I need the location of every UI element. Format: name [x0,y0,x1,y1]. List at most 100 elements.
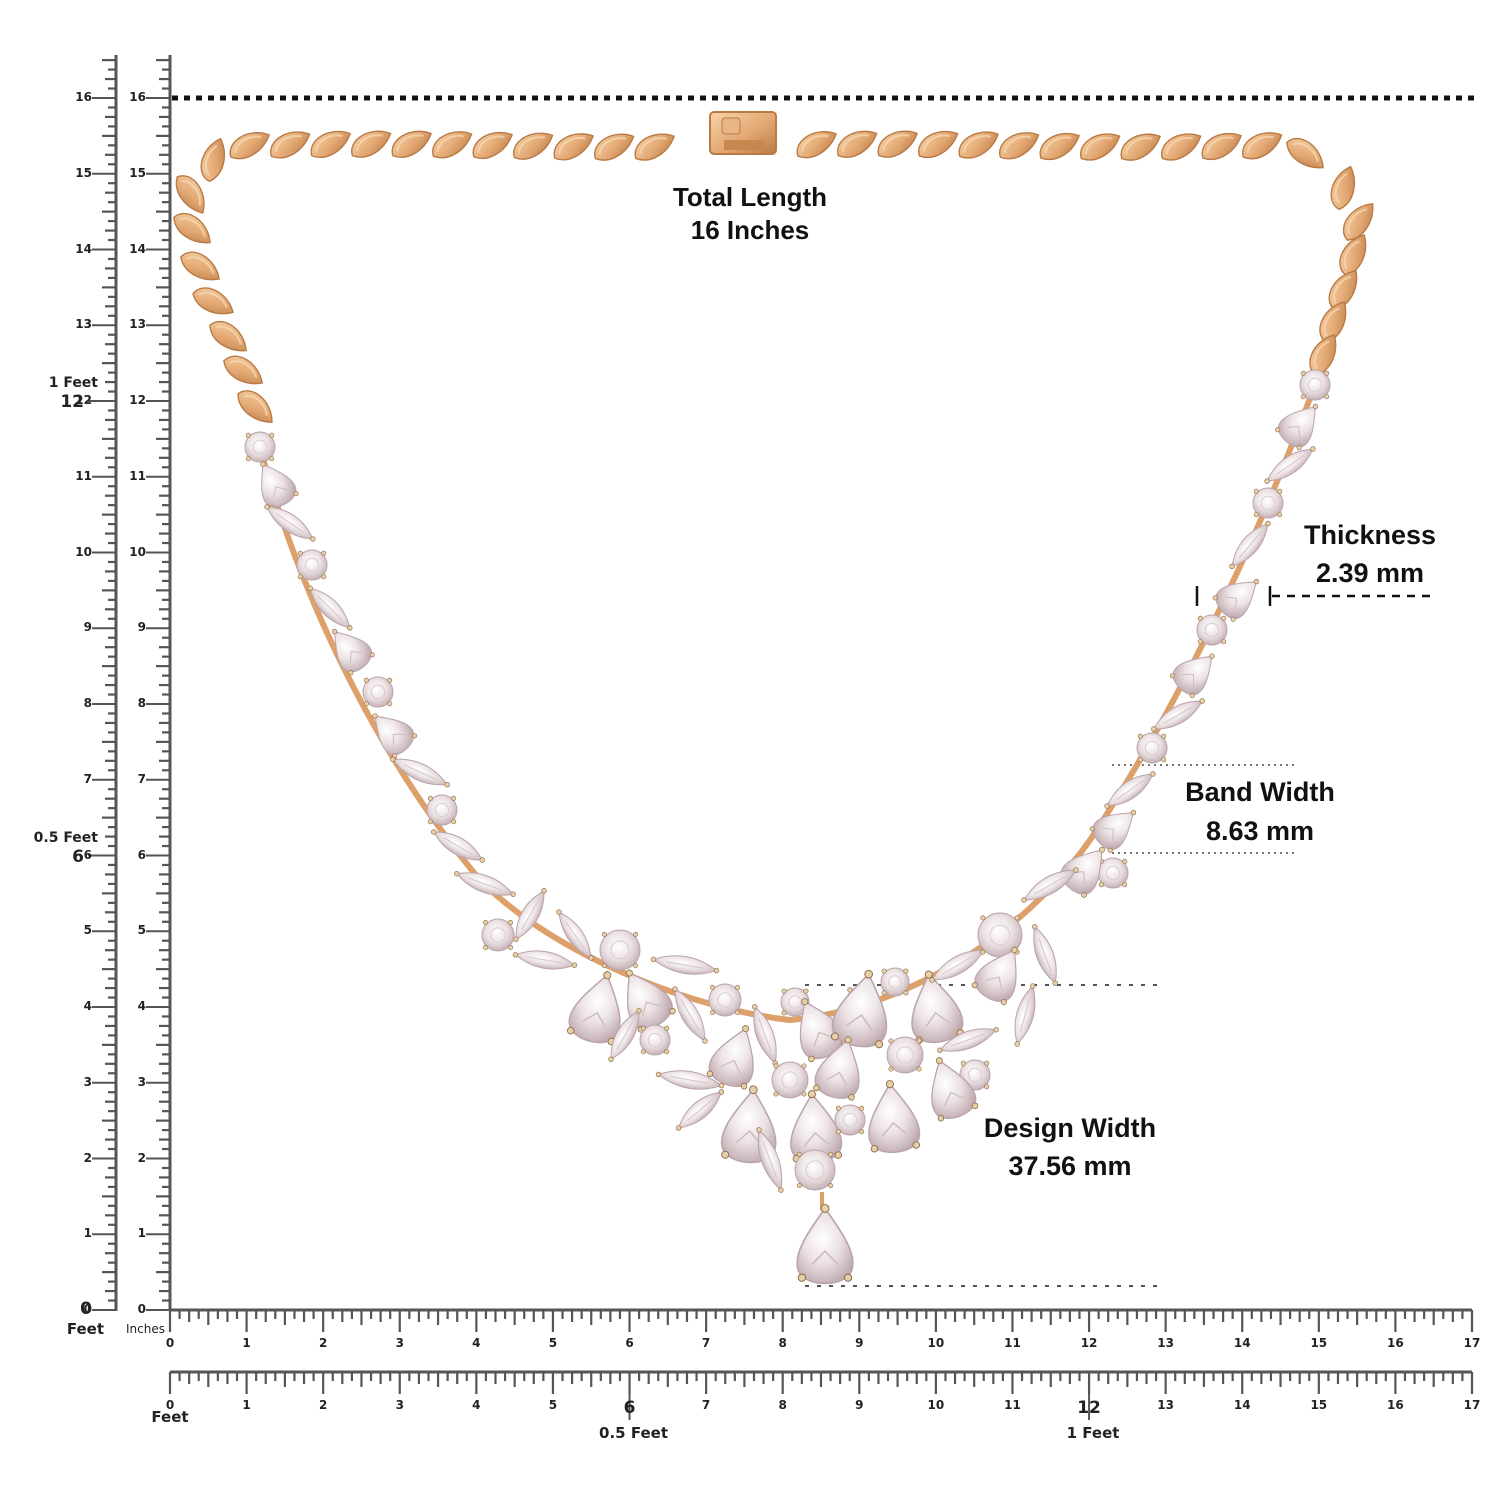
gold-petal-link [310,130,351,158]
feet-ruler-number: 16 [75,90,92,104]
petal-highlight [841,134,870,152]
prong [348,670,354,676]
prong [847,987,853,993]
inch-ruler-h-number: 5 [548,1336,558,1350]
prong [778,1187,784,1193]
feet-ruler-number: 7 [83,771,92,786]
prong [347,625,353,631]
inch-ruler-h-number: 15 [1310,1336,1328,1350]
petal-highlight [517,136,546,154]
facet [826,1071,848,1086]
petal-shape [1330,165,1355,211]
prong [1277,512,1283,518]
gold-petal-link [958,131,999,159]
inch-ruler-h-number: 13 [1157,1336,1174,1350]
marquise-diamond [608,1008,642,1062]
gold-petal-link [553,133,594,161]
facet [1225,596,1238,610]
pear-diamond [706,1025,754,1090]
pear-diamond [911,970,965,1044]
gold-petal-link [270,131,311,159]
prong [321,550,327,556]
prong [796,1151,802,1157]
facet [758,1017,772,1053]
prong [601,963,607,969]
prong [245,432,251,438]
prong [510,891,516,897]
gold-petal-link [229,132,270,160]
round-diamond [1097,857,1129,889]
prong [264,504,270,510]
petal-shape [918,130,959,158]
facet [680,999,700,1031]
petal-shape [1339,234,1367,276]
facet [888,975,902,989]
petal-shape [223,355,263,385]
prong [801,1063,807,1069]
prong [1197,639,1203,645]
pear-diamond [260,461,299,511]
petal-shape [200,137,225,183]
gold-petal-link [999,132,1040,160]
prong [881,990,887,996]
feet-ruler-h-number: 15 [1310,1398,1328,1412]
round-diamond [1252,487,1284,519]
feet-ruler-number: 3 [83,1074,92,1089]
petal-highlight [1323,307,1340,337]
prong [1137,733,1143,739]
prong [672,986,678,992]
stone [831,972,888,1048]
prong [269,456,275,462]
facet [275,512,305,534]
petal-shape [1080,133,1121,161]
feet-ruler-number: 15 [75,165,92,180]
petal-highlight [1165,137,1194,155]
feet-h-unit-label: Feet [151,1408,189,1426]
facet [942,955,974,975]
stone [374,715,415,756]
feet-h-marker-label: 0.5 Feet [599,1424,668,1442]
marquise-diamond [513,888,547,942]
design-width-label: Design Width 37.56 mm [955,1109,1185,1186]
feet-h-marker-label: 1 Feet [1066,1424,1120,1442]
facet [781,1071,799,1089]
round-diamond [886,1036,924,1074]
petal-highlight [355,134,384,152]
prong [603,971,612,980]
pear-diamond [566,971,621,1046]
prong [980,949,986,955]
prong [1151,726,1157,732]
marquise-diamond [1014,983,1036,1047]
facet [720,1059,741,1075]
prong [1275,427,1281,433]
marquise-diamond [1032,924,1058,986]
petal-shape [1286,137,1324,169]
prong [1264,478,1270,484]
prong [331,628,338,635]
facet [1034,875,1066,895]
petal-highlight [186,256,215,274]
prong [828,1183,834,1189]
facet [842,1112,858,1128]
prong [937,1047,943,1053]
prong [363,701,369,707]
round-diamond [780,987,810,1017]
facet [1102,827,1115,841]
gold-petal-link [223,355,263,385]
feet-ruler-h-number: 0 [165,1398,175,1412]
prong [993,1027,999,1033]
rulers [88,55,1474,1420]
prong [1052,980,1058,986]
inch-ruler-h-number: 3 [395,1336,404,1350]
facet [1260,495,1276,511]
prong [1161,757,1167,763]
feet-ruler-h-number: 6 [623,1398,636,1418]
feet-ruler-h-number: 8 [778,1398,787,1412]
prong [859,1129,865,1135]
petal-shape [999,132,1040,160]
petal-shape [180,251,220,281]
stone [1299,369,1331,401]
feet-ruler-number: 11 [75,468,92,483]
stone [911,973,964,1044]
gold-petal-link [1039,132,1080,160]
